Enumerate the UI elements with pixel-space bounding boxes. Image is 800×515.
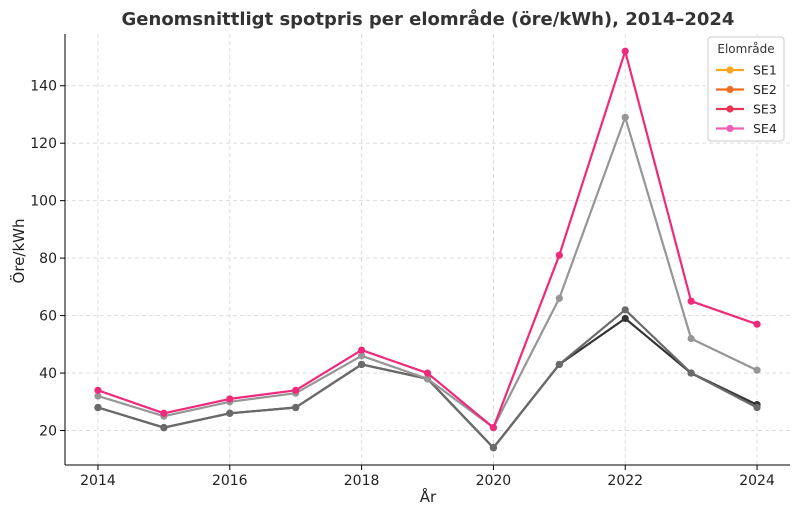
data-point [226, 395, 234, 403]
data-point [555, 294, 563, 302]
data-point [753, 366, 761, 374]
data-point [687, 369, 695, 377]
data-point [292, 403, 300, 412]
legend-marker [726, 66, 734, 74]
legend-label: SE1 [753, 63, 777, 78]
x-tick-label: 2024 [739, 473, 775, 489]
data-point [753, 403, 761, 412]
data-point [94, 403, 102, 412]
data-point [423, 369, 432, 377]
grid [65, 34, 790, 465]
data-point [555, 360, 563, 369]
x-tick-label: 2022 [607, 473, 643, 489]
x-tick-label: 2020 [476, 473, 512, 489]
data-point [687, 334, 695, 343]
y-axis-label: Öre/kWh [9, 219, 28, 284]
legend-entry-se1: SE1 [716, 63, 777, 78]
data-point [357, 346, 366, 354]
y-tick-label: 140 [30, 79, 57, 95]
y-tick-label: 120 [30, 136, 57, 152]
y-tick-label: 40 [39, 366, 57, 382]
data-point [292, 386, 300, 394]
series-line [97, 317, 758, 449]
data-point [160, 409, 168, 417]
legend-box [707, 36, 785, 142]
x-tick-label: 2016 [212, 473, 248, 489]
data-point [94, 392, 102, 400]
series-layer [94, 47, 761, 452]
legend-marker [726, 85, 734, 94]
data-point [94, 386, 102, 394]
x-tick-label: 2018 [344, 473, 380, 489]
legend-entry-se4: SE4 [716, 121, 777, 136]
x-axis-label: År [420, 487, 437, 506]
legend-marker [726, 124, 734, 133]
series-se3 [94, 113, 761, 432]
legend: Elområde SE1 SE2 SE3 SE4 [707, 36, 785, 142]
data-point [687, 297, 695, 305]
y-tick-label: 100 [30, 194, 57, 210]
legend-label: SE4 [753, 121, 777, 136]
data-point [489, 424, 498, 432]
data-point [357, 352, 366, 360]
legend-marker [726, 105, 734, 113]
data-point [357, 360, 366, 369]
y-tick-label: 20 [39, 424, 57, 440]
data-point [226, 409, 234, 417]
legend-title: Elområde [717, 42, 774, 56]
x-tick-label: 2014 [80, 473, 116, 489]
data-point [621, 47, 629, 55]
axes: 2014 2016 2018 2020 2022 2024 20 40 60 80 100 120 14… [30, 34, 790, 489]
data-point [160, 424, 168, 432]
data-point [621, 306, 629, 314]
data-point [753, 320, 761, 328]
data-point [555, 251, 563, 259]
legend-entry-se3: SE3 [716, 102, 777, 117]
legend-label: SE3 [753, 102, 777, 117]
data-point [423, 375, 432, 383]
chart-title: Genomsnittligt spotpris per elområde (ör… [122, 8, 735, 30]
data-point [621, 314, 629, 323]
data-point [489, 444, 498, 452]
data-point [621, 113, 629, 121]
series-se4 [94, 47, 761, 432]
legend-label: SE2 [753, 82, 777, 97]
legend-entry-se2: SE2 [716, 82, 777, 97]
y-tick-label: 80 [39, 251, 57, 267]
y-tick-label: 60 [39, 309, 57, 325]
